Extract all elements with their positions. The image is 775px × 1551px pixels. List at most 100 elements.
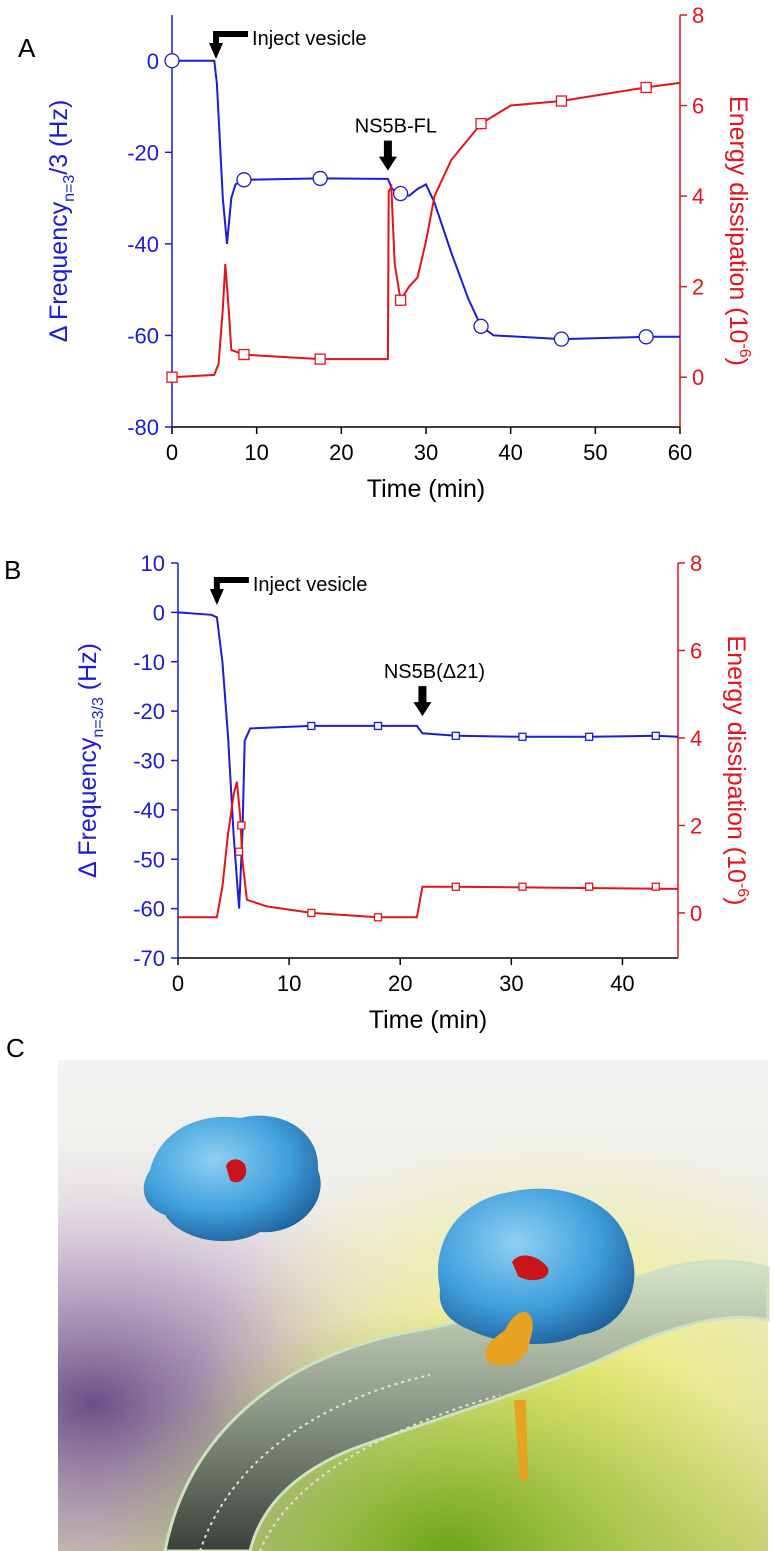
marker [307, 721, 316, 731]
annotation-arrow [378, 140, 397, 171]
annotation: NS5B(Δ21) [384, 661, 485, 683]
y-tick-label: 10 [141, 551, 165, 576]
marker [584, 732, 594, 741]
x-tick-label: 40 [498, 440, 522, 465]
protein-site [512, 1255, 549, 1281]
x-tick-label: 40 [610, 971, 634, 996]
y-tick-label: 0 [153, 600, 165, 625]
marker [234, 847, 244, 856]
protein-site [226, 1159, 247, 1183]
marker [236, 172, 252, 188]
marker [237, 821, 246, 830]
y-tick-label: -80 [127, 415, 159, 440]
axis-label-part: /3 (Hz) [45, 100, 73, 175]
y-tick-label: -10 [133, 650, 165, 675]
y-tick-label: 0 [147, 49, 159, 74]
marker [651, 731, 660, 740]
axis-label-part: (Hz) [74, 643, 102, 697]
marker [640, 81, 652, 94]
axis-label: Energy dissipation (10-6) [722, 636, 751, 906]
chart: A 0 10 20 30 40 50 60 -80 -60 -40 -20 0 0 2 4 6 8 Time (mi… [18, 3, 704, 503]
axis-label-part: n=3 [61, 175, 78, 202]
marker [373, 913, 383, 922]
axis-label-part: Energy dissipation (10 [724, 96, 752, 343]
data-line [172, 59, 680, 341]
axis-label: Δ Frequencyn=3/3 (Hz) [74, 643, 107, 878]
protein-anchor [485, 1311, 533, 1480]
panel-label: C [6, 1033, 25, 1063]
panel-label: B [4, 555, 21, 585]
axis-label-part: -6 [734, 883, 751, 897]
x-tick-label: 30 [414, 440, 438, 465]
axis-label-part: -6 [736, 343, 753, 357]
y2-tick-label: 0 [692, 365, 704, 390]
annotation-arrow [209, 30, 249, 59]
axis-label-part: ) [724, 358, 752, 366]
x-axis-label: Time (min) [367, 475, 486, 503]
marker [638, 329, 654, 345]
annotation: Inject vesicle [252, 28, 367, 50]
y2-tick-label: 0 [690, 901, 702, 926]
y-tick-label: -20 [133, 699, 165, 724]
data-line [177, 611, 679, 909]
x-tick-label: 60 [668, 440, 692, 465]
x-tick-label: 50 [583, 440, 607, 465]
annotation-arrow [413, 686, 432, 717]
membrane-lipids [199, 1374, 501, 1551]
y-tick-label: -60 [127, 323, 159, 348]
x-tick-label: 20 [388, 971, 412, 996]
axis-label-part: Δ Frequency [74, 737, 102, 878]
annotation: Inject vesicle [253, 574, 368, 596]
x-tick-label: 0 [172, 971, 184, 996]
y-tick-label: -40 [127, 232, 159, 257]
y-tick-label: -30 [133, 749, 165, 774]
y-tick-label: -40 [133, 798, 165, 823]
marker [555, 95, 568, 107]
illustration: C [6, 1033, 770, 1551]
marker [314, 353, 326, 365]
y-tick-label: -20 [127, 140, 159, 165]
axis-label: Energy dissipation (10-6) [724, 96, 753, 366]
marker [312, 170, 328, 187]
y2-tick-label: 6 [692, 94, 704, 119]
x-tick-label: 10 [277, 971, 301, 996]
marker [475, 118, 487, 130]
y2-tick-label: 2 [692, 275, 704, 300]
marker [584, 882, 594, 891]
data-line [178, 781, 679, 919]
chart: B 0 10 20 30 40 -70 -60 -50 -40 -30 -20 -10 0 10 0 2 4 6 8 T… [4, 551, 702, 1034]
axis-label-part: Δ Frequency [45, 201, 73, 342]
y-tick-label: -60 [133, 897, 165, 922]
x-tick-label: 0 [166, 440, 178, 465]
marker [473, 318, 489, 334]
annotation-arrow [209, 576, 249, 605]
panel-label: A [18, 33, 36, 63]
marker [451, 882, 460, 891]
marker [238, 348, 250, 361]
x-tick-label: 20 [329, 440, 353, 465]
marker [373, 721, 383, 731]
x-axis-label: Time (min) [369, 1006, 488, 1034]
marker [651, 882, 660, 891]
y-tick-label: -50 [133, 847, 165, 872]
y2-tick-label: 4 [692, 184, 704, 209]
marker [392, 185, 409, 202]
axis-label-part: ) [722, 897, 750, 905]
marker [518, 882, 527, 891]
x-tick-label: 30 [499, 971, 523, 996]
marker [164, 53, 180, 69]
marker [394, 294, 407, 306]
y2-tick-label: 6 [690, 638, 702, 663]
axis-label-part: Energy dissipation (10 [722, 636, 750, 883]
marker [553, 331, 570, 347]
y2-tick-label: 8 [692, 3, 704, 28]
axis-label: Δ Frequencyn=3/3 (Hz) [45, 100, 78, 343]
y2-tick-label: 2 [690, 813, 702, 838]
y2-tick-label: 4 [690, 726, 702, 751]
marker [451, 731, 460, 740]
annotation: NS5B-FL [355, 116, 437, 138]
y-tick-label: -70 [133, 946, 165, 971]
axis-label-part: n=3/3 [90, 697, 107, 738]
